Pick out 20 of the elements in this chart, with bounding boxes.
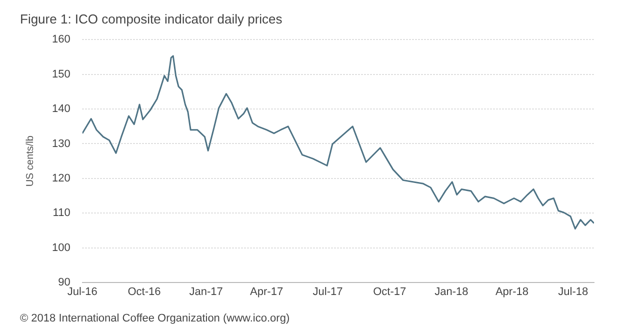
x-tick-label: Apr-17 bbox=[250, 286, 284, 298]
x-tick-label: Apr-18 bbox=[495, 286, 528, 298]
chart-title: Figure 1: ICO composite indicator daily prices bbox=[20, 11, 283, 26]
x-tick-label: Jan-17 bbox=[189, 286, 223, 298]
y-tick-label: 150 bbox=[52, 68, 70, 80]
y-tick-label: 120 bbox=[52, 172, 70, 184]
x-tick-label: Jul-16 bbox=[67, 286, 98, 298]
x-tick-label: Jan-18 bbox=[434, 286, 468, 298]
y-tick-label: 160 bbox=[52, 34, 70, 46]
y-tick-label: 90 bbox=[58, 276, 70, 289]
x-tick-label: Oct-17 bbox=[373, 286, 406, 298]
text: © 2018 International Coffee Organization (www.ico.org) bbox=[20, 312, 290, 324]
y-tick-label: 140 bbox=[52, 103, 70, 116]
y-tick-label: 130 bbox=[52, 138, 70, 150]
x-tick-label: Oct-16 bbox=[128, 286, 161, 298]
y-tick-label: 100 bbox=[52, 242, 70, 254]
x-tick-label: Jul-17 bbox=[312, 286, 343, 298]
y-axis-title: US cents/lb bbox=[24, 135, 36, 187]
x-tick-label: Jul-18 bbox=[558, 286, 588, 298]
y-tick-label: 110 bbox=[52, 207, 70, 220]
